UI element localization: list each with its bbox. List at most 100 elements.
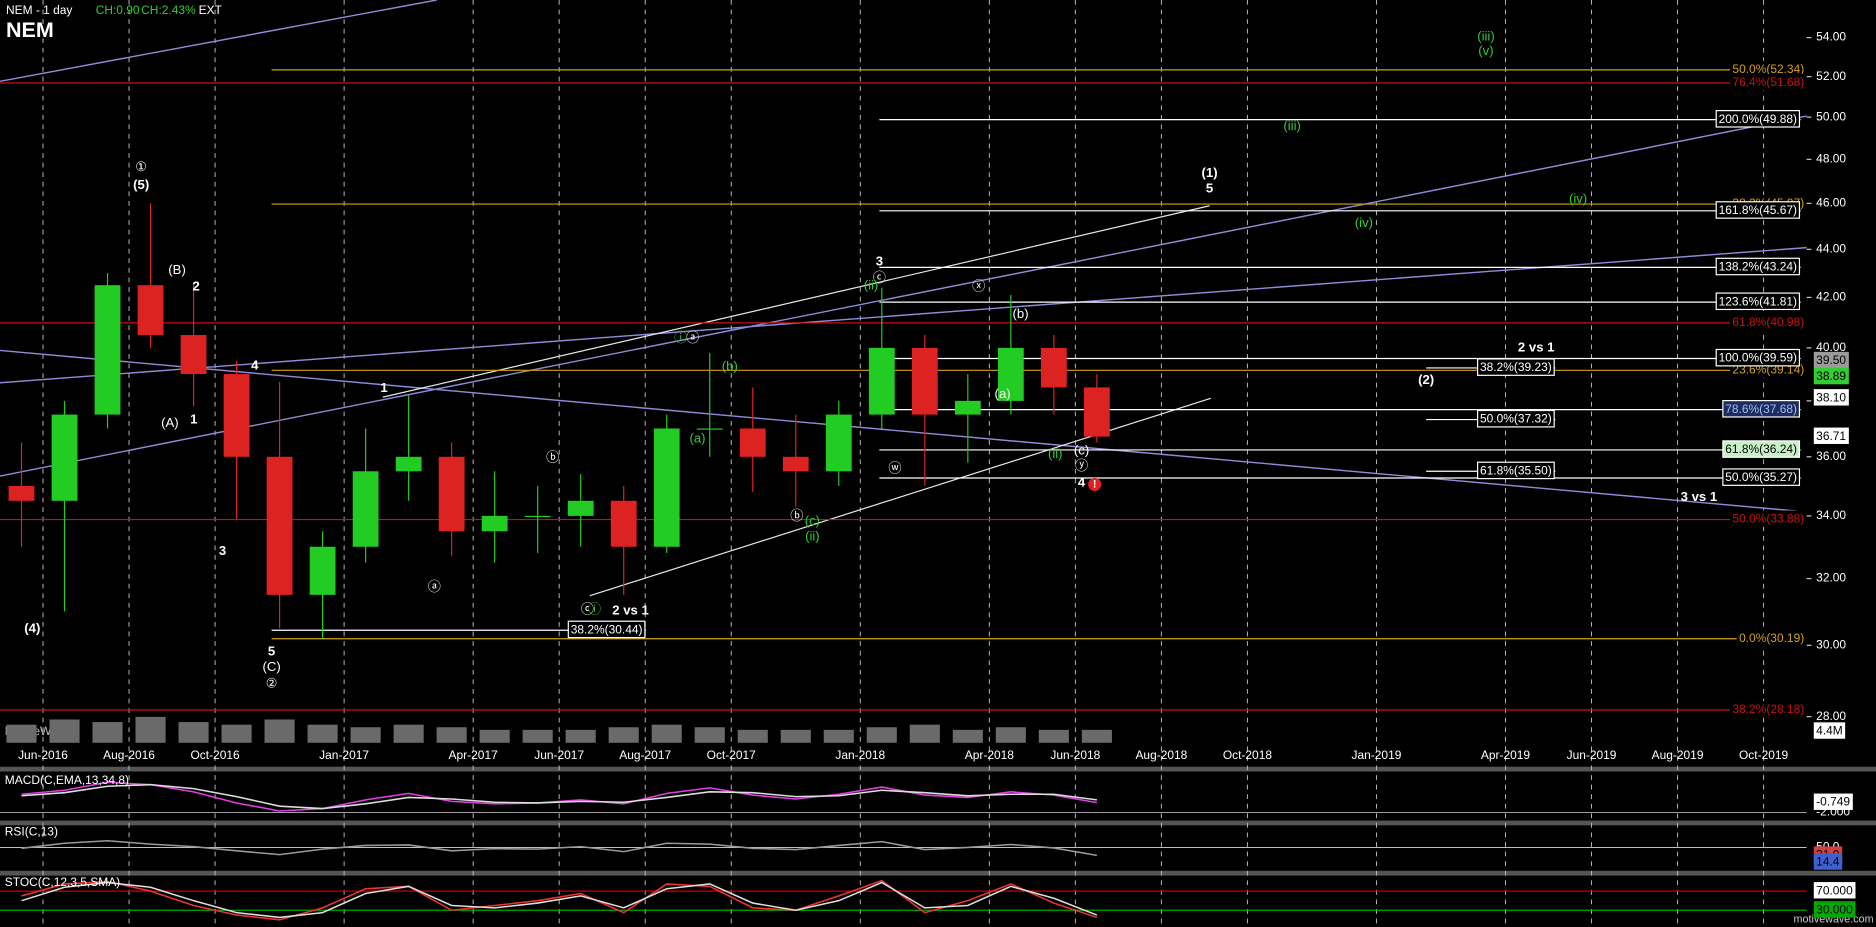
volume-bar [6,724,37,743]
volume-tick-label: 4.4M [1816,724,1843,738]
volume-bar [522,729,553,743]
y-tick-label: 34.00 [1816,508,1846,522]
candle-body [51,414,78,501]
candle-body [481,515,508,532]
candle-body [782,456,809,472]
x-tick-label: Oct-2018 [1223,748,1273,762]
wave-label: 3 [876,253,883,268]
candle-body [610,500,637,547]
candle-body [395,456,422,472]
chart-title: NEM [6,18,54,42]
fib-label: 50.0%(35.27) [1725,470,1797,484]
wave-label: (ii) [805,529,820,544]
label-box [567,620,646,639]
y-tick-label: 32.00 [1816,571,1846,585]
label-box [1730,700,1807,718]
label-box [1813,853,1843,870]
x-tick-label: Aug-2019 [1652,748,1704,762]
fib-label: 100.0%(39.59) [1719,351,1797,365]
level-label: 50.0%(33.88) [1732,512,1804,526]
wave-label: ⓑ [546,450,559,465]
wave-label: 2 [193,279,200,294]
candle-body [997,347,1024,401]
trend-line [0,115,1807,477]
indicator-line [21,881,1098,919]
level-label: 0.0%(30.19) [1739,631,1804,645]
wave-label: ⓘ [588,601,601,616]
wave-label: ⓒ [873,270,886,285]
y-tick-label: 50.00 [1816,109,1846,123]
panel-separator [0,766,1876,772]
candle-body [223,374,250,457]
wave-label: (2) [1418,372,1434,387]
fib-label: 123.6%(41.81) [1719,294,1797,308]
wave-label: 3 [219,543,226,558]
wave-label: ⓒ [581,601,594,616]
fib-label: 38.2%(30.44) [571,622,643,636]
volume-bar [221,724,252,743]
volume-bar [92,722,123,743]
price-label: 38.89 [1816,369,1846,383]
wave-label: ① [135,159,147,174]
wave-label: 2 vs 1 [1518,340,1555,355]
panel-title: RSI(C,13) [5,825,58,839]
x-tick-label: Apr-2017 [449,748,499,762]
wave-label: 4 [1078,475,1086,490]
x-tick-label: Apr-2019 [1481,748,1531,762]
candle-body [524,515,551,518]
wave-label: ⓨ [1075,458,1088,473]
wave-label: 4 [251,357,259,372]
fib-label: 61.8%(36.24) [1725,442,1797,456]
candle-body [653,428,680,547]
value-label: -0.749 [1816,795,1850,809]
trend-line [0,349,1807,513]
candle-body [696,428,723,430]
wave-label: (iv) [1569,191,1587,206]
label-box [1813,389,1849,406]
volume-bar [1081,729,1112,743]
trend-line [0,246,1807,384]
volume-bar [49,719,80,743]
x-tick-label: Jan-2017 [319,748,369,762]
label-box [1722,440,1801,458]
candle-body [438,456,465,532]
wave-label: (a) [995,386,1011,401]
candle-body [137,285,164,336]
wave-label: 1 [380,380,387,395]
x-tick-label: Jan-2019 [1352,748,1402,762]
panel-title: STOC(C,12,3,5,SMA) [5,875,120,889]
label-box [1722,400,1801,418]
label-box [1730,60,1807,78]
label-box [1736,629,1807,647]
wave-label: (1) [1202,165,1218,180]
volume-bar [264,719,295,743]
level-label: 61.8%(40.98) [1732,315,1804,329]
candle-body [739,428,766,457]
candle-body [352,471,379,547]
value-label: 14.4 [1816,855,1840,869]
wave-label: (5) [133,177,149,192]
fib-label: 200.0%(49.88) [1719,112,1797,126]
label-box [1715,257,1801,276]
wave-label: 1 [190,411,197,426]
wave-label: (iii) [1283,118,1301,133]
label-box [1477,358,1555,376]
y-tick-label: 46.00 [1816,196,1846,210]
label-box [1730,313,1807,331]
label-box [1715,201,1801,219]
candle-body [180,335,207,375]
wave-label: (iii) [1477,29,1495,44]
session: EXT [199,3,223,17]
price-label: 38.10 [1816,390,1846,404]
label-box [1813,351,1849,369]
volume-bar [737,729,768,743]
wave-label: (b) [1013,306,1029,321]
candle-body [868,347,895,415]
y-tick-label: 30.00 [1816,637,1846,651]
wave-label: (A) [161,415,179,430]
x-tick-label: Oct-2017 [707,748,757,762]
label-box [1715,110,1801,128]
change-percent: CH:2.43% [141,3,196,17]
